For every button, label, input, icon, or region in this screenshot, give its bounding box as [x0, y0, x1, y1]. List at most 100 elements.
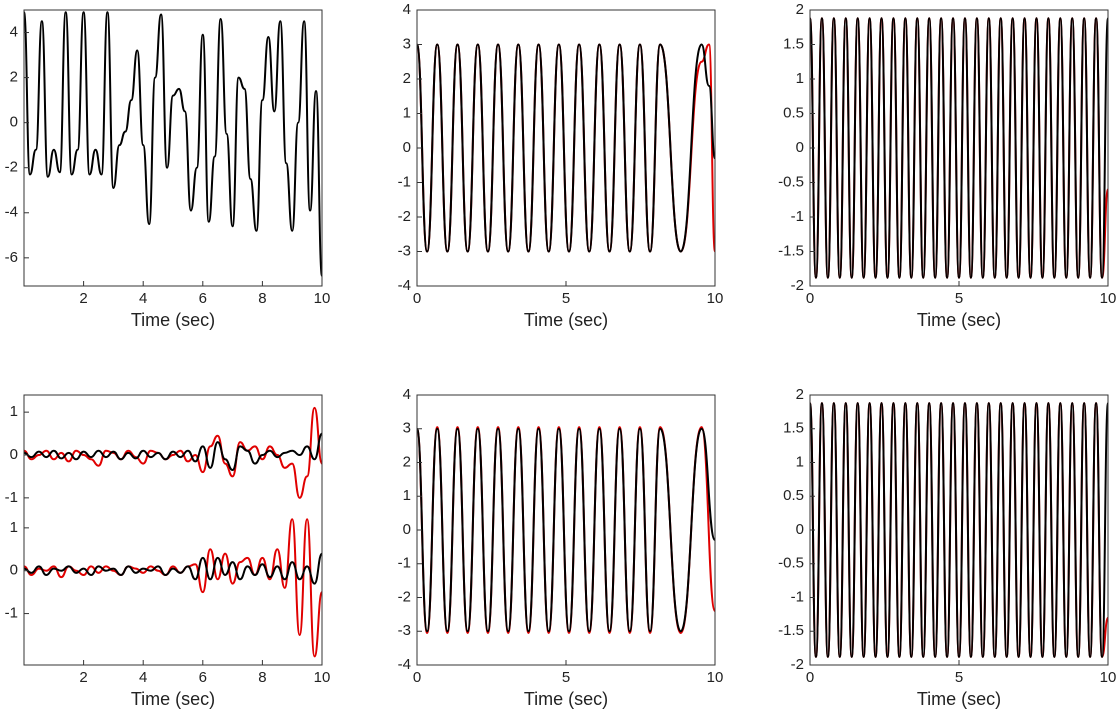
y-tick-label: -4: [398, 277, 411, 294]
y-tick-label: 4: [403, 386, 411, 403]
x-tick-label: 5: [562, 290, 570, 307]
y-tick-label: 0: [10, 114, 18, 131]
y-tick-label: 1: [796, 453, 804, 470]
y-tick-label: 1: [10, 403, 18, 420]
x-tick-label: 0: [806, 290, 814, 307]
axes-box: [23, 9, 323, 287]
y-tick-label: -1: [791, 208, 804, 225]
x-axis-label: Time (sec): [917, 310, 1001, 330]
y-tick-label: 1: [10, 519, 18, 536]
line-series: [24, 518, 323, 658]
x-tick-label: 10: [1100, 290, 1117, 307]
y-tick-label: -6: [5, 249, 18, 266]
panel: 2 4 6 8 10 -6 -4 -2 0 2 4 Time (sec): [5, 9, 331, 330]
x-tick-label: 5: [955, 669, 963, 686]
x-tick-label: 4: [139, 290, 147, 307]
y-tick-label: -1: [398, 555, 411, 572]
x-axis-label: Time (sec): [131, 310, 215, 330]
y-tick-label: 2: [403, 70, 411, 87]
y-tick-label: -3: [398, 622, 411, 639]
x-tick-label: 0: [413, 669, 421, 686]
y-tick-label: 1.5: [783, 420, 804, 437]
y-tick-label: -2: [791, 656, 804, 673]
axes-box: [23, 394, 323, 666]
plot-area: [810, 402, 1109, 658]
y-tick-label: -4: [5, 204, 18, 221]
line-series: [810, 17, 1109, 279]
y-tick-label: 0: [796, 139, 804, 156]
y-tick-label: -1.5: [778, 622, 804, 639]
panel: 0 5 10 -4 -3 -2 -1 0 1 2 3 4 Time (sec): [398, 386, 724, 709]
x-tick-label: 10: [707, 290, 724, 307]
y-tick-label: -2: [5, 159, 18, 176]
plot-area: [810, 17, 1109, 279]
y-tick-label: -1: [5, 489, 18, 506]
y-tick-label: 0: [403, 139, 411, 156]
y-tick-label: 0: [403, 521, 411, 538]
y-tick-label: -4: [398, 656, 411, 673]
y-tick-label: -1: [398, 173, 411, 190]
y-tick-label: 2: [796, 1, 804, 18]
y-tick-label: 1: [403, 104, 411, 121]
y-tick-label: 0: [10, 562, 18, 579]
y-tick-label: -2: [791, 277, 804, 294]
y-tick-label: -2: [398, 208, 411, 225]
line-series: [24, 432, 323, 472]
x-axis-label: Time (sec): [917, 689, 1001, 709]
y-tick-label: -0.5: [778, 173, 804, 190]
x-tick-label: 10: [1100, 669, 1117, 686]
x-tick-label: 2: [79, 290, 87, 307]
line-series: [24, 552, 323, 585]
y-tick-label: -3: [398, 242, 411, 259]
x-tick-label: 0: [806, 669, 814, 686]
line-series: [417, 43, 716, 253]
y-tick-label: 3: [403, 35, 411, 52]
y-tick-label: 1: [796, 70, 804, 87]
y-tick-label: -2: [398, 588, 411, 605]
x-tick-label: 0: [413, 290, 421, 307]
y-tick-label: 0: [796, 521, 804, 538]
x-tick-label: 4: [139, 669, 147, 686]
y-tick-label: 3: [403, 420, 411, 437]
x-tick-label: 8: [258, 290, 266, 307]
plot-area: [24, 11, 323, 277]
x-tick-label: 5: [955, 290, 963, 307]
x-axis-label: Time (sec): [524, 689, 608, 709]
panel: 0 5 10 -2 -1.5 -1 -0.5 0 0.5 1 1.5 2 Time (sec): [778, 1, 1116, 330]
y-tick-label: -1: [791, 588, 804, 605]
x-axis-label: Time (sec): [131, 689, 215, 709]
y-tick-label: 0: [10, 446, 18, 463]
panel: 0 5 10 -2 -1.5 -1 -0.5 0 0.5 1 1.5 2 Time (sec): [778, 386, 1116, 709]
y-tick-label: -0.5: [778, 555, 804, 572]
line-series: [417, 427, 716, 633]
y-tick-label: -1: [5, 605, 18, 622]
y-tick-label: 0.5: [783, 104, 804, 121]
plot-area: [417, 426, 716, 634]
y-tick-label: 0.5: [783, 487, 804, 504]
x-tick-label: 6: [199, 669, 207, 686]
x-axis-label: Time (sec): [524, 310, 608, 330]
x-tick-label: 6: [199, 290, 207, 307]
line-series: [24, 406, 323, 499]
plot-area: [417, 43, 716, 253]
x-tick-label: 5: [562, 669, 570, 686]
x-tick-label: 10: [314, 290, 331, 307]
x-tick-label: 10: [707, 669, 724, 686]
y-tick-label: 1: [403, 487, 411, 504]
x-tick-label: 2: [79, 669, 87, 686]
y-tick-label: 1.5: [783, 35, 804, 52]
y-tick-label: 2: [10, 69, 18, 86]
y-tick-label: 4: [10, 23, 18, 40]
y-tick-label: 4: [403, 1, 411, 18]
line-series: [810, 402, 1109, 658]
y-tick-label: 2: [796, 386, 804, 403]
x-tick-label: 8: [258, 669, 266, 686]
y-tick-label: 2: [403, 453, 411, 470]
y-tick-label: -1.5: [778, 242, 804, 259]
line-series: [24, 11, 323, 277]
panel: 0 5 10 -4 -3 -2 -1 0 1 2 3 4 Time (sec): [398, 1, 724, 330]
x-tick-label: 10: [314, 669, 331, 686]
plot-area: [24, 406, 323, 658]
